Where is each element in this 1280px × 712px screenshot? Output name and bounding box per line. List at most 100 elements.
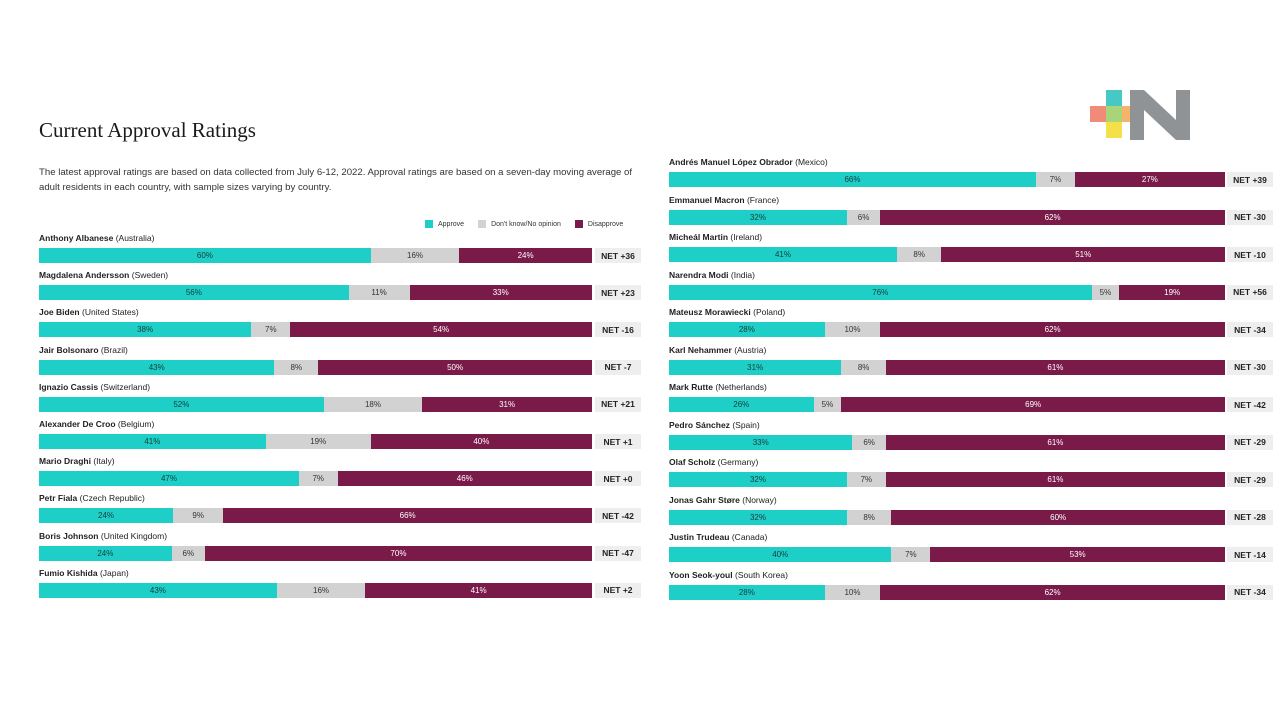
leader-label: Pedro Sánchez (Spain) bbox=[669, 420, 760, 430]
leader-label: Joe Biden (United States) bbox=[39, 307, 139, 317]
bar-segment-neutral: 16% bbox=[370, 248, 460, 263]
legend-swatch-approve bbox=[425, 220, 433, 228]
stacked-bar: 33% 6% 61% bbox=[669, 434, 1225, 450]
stacked-bar: 66% 7% 27% bbox=[669, 172, 1225, 187]
bar-segment-neutral: 7% bbox=[891, 547, 931, 562]
chart-row: Alexander De Croo (Belgium) 41% 19% 40% NET … bbox=[39, 419, 641, 451]
bar-segment-disapprove: 69% bbox=[841, 397, 1225, 412]
bar-segment-neutral: 7% bbox=[1035, 172, 1075, 187]
stacked-bar: 43% 16% 41% bbox=[39, 582, 592, 598]
bar-segment-approve: 52% bbox=[39, 396, 324, 412]
leader-name: Alexander De Croo bbox=[39, 419, 116, 429]
leader-label: Olaf Scholz (Germany) bbox=[669, 457, 758, 467]
stacked-bar: 32% 8% 60% bbox=[669, 509, 1225, 525]
net-rating-label: NET -16 bbox=[595, 322, 641, 338]
leader-country: (Brazil) bbox=[100, 344, 128, 355]
legend-item-approve: Approve bbox=[425, 220, 464, 228]
bar-segment-approve: 76% bbox=[669, 284, 1092, 300]
leader-name: Emmanuel Macron bbox=[669, 194, 745, 205]
leader-name: Jair Bolsonaro bbox=[39, 344, 99, 355]
net-rating-label: NET -30 bbox=[1227, 359, 1273, 375]
bar-segment-disapprove: 51% bbox=[941, 247, 1225, 262]
leader-name: Pedro Sánchez bbox=[669, 419, 730, 430]
leader-label: Fumio Kishida (Japan) bbox=[39, 568, 129, 578]
leader-label: Mateusz Morawiecki (Poland) bbox=[669, 307, 785, 317]
legend-item-neutral: Don't know/No opinion bbox=[478, 220, 561, 228]
leader-name: Karl Nehammer bbox=[669, 344, 732, 355]
bar-segment-disapprove: 62% bbox=[880, 209, 1225, 225]
leader-label: Boris Johnson (United Kingdom) bbox=[39, 531, 167, 541]
leader-name: Andrés Manuel López Obrador bbox=[669, 157, 793, 167]
net-rating-label: NET +1 bbox=[595, 434, 641, 449]
net-rating-label: NET -42 bbox=[595, 508, 641, 524]
legend-swatch-neutral bbox=[478, 220, 487, 228]
chart-row: Mark Rutte (Netherlands) 26% 5% 69% NET -42 bbox=[669, 382, 1273, 414]
net-rating-label: NET +21 bbox=[595, 396, 641, 412]
stacked-bar: 76% 5% 19% bbox=[669, 284, 1225, 300]
bar-segment-neutral: 8% bbox=[841, 359, 886, 375]
chart-row: Emmanuel Macron (France) 32% 6% 62% NET -30 bbox=[669, 195, 1273, 227]
leader-country: (United States) bbox=[82, 307, 139, 318]
logo-text: N bbox=[1160, 135, 1161, 137]
chart-row: Jair Bolsonaro (Brazil) 43% 8% 50% NET -7 bbox=[39, 345, 641, 377]
chart-row: Micheál Martin (Ireland) 41% 8% 51% NET -10 bbox=[669, 232, 1273, 264]
chart-row: Narendra Modi (India) 76% 5% 19% NET +56 bbox=[669, 270, 1273, 302]
chart-row: Mario Draghi (Italy) 47% 7% 46% NET +0 bbox=[39, 456, 641, 488]
leader-country: (Germany) bbox=[717, 457, 759, 467]
stacked-bar: 31% 8% 61% bbox=[669, 359, 1225, 375]
net-rating-label: NET +56 bbox=[1227, 284, 1273, 300]
bar-segment-neutral: 5% bbox=[813, 397, 842, 412]
net-rating-label: NET -7 bbox=[595, 359, 641, 375]
bar-segment-disapprove: 31% bbox=[422, 396, 592, 412]
leader-label: Petr Fiala (Czech Republic) bbox=[39, 493, 145, 503]
bar-segment-disapprove: 61% bbox=[885, 359, 1225, 375]
leader-name: Narendra Modi bbox=[669, 269, 729, 280]
leader-name: Boris Johnson bbox=[39, 530, 99, 541]
chart-row: Boris Johnson (United Kingdom) 24% 6% 70% NE… bbox=[39, 531, 641, 563]
bar-segment-neutral: 19% bbox=[265, 434, 371, 449]
leader-country: (United Kingdom) bbox=[100, 530, 168, 541]
net-rating-label: NET -28 bbox=[1227, 509, 1273, 525]
net-rating-label: NET -29 bbox=[1227, 472, 1273, 487]
stacked-bar: 56% 11% 33% bbox=[39, 285, 592, 301]
bar-segment-approve: 40% bbox=[669, 547, 892, 562]
bar-segment-neutral: 10% bbox=[824, 322, 881, 337]
leader-label: Anthony Albanese (Australia) bbox=[39, 233, 154, 243]
plus-mosaic-n-logo: N bbox=[1090, 90, 1190, 140]
chart-row: Jonas Gahr Støre (Norway) 32% 8% 60% NET -28 bbox=[669, 495, 1273, 527]
bar-segment-disapprove: 66% bbox=[223, 508, 592, 524]
leader-label: Mario Draghi (Italy) bbox=[39, 456, 115, 466]
chart-row: Olaf Scholz (Germany) 32% 7% 61% NET -29 bbox=[669, 457, 1273, 489]
stacked-bar: 26% 5% 69% bbox=[669, 397, 1225, 412]
chart-row: Andrés Manuel López Obrador (Mexico) 66% 7… bbox=[669, 157, 1273, 189]
chart-row: Anthony Albanese (Australia) 60% 16% 24% NET… bbox=[39, 233, 641, 265]
bar-segment-approve: 66% bbox=[669, 172, 1036, 187]
bar-segment-neutral: 8% bbox=[896, 247, 942, 262]
net-rating-label: NET -47 bbox=[595, 545, 641, 561]
chart-legend: Approve Don't know/No opinion Disapprove bbox=[425, 218, 623, 230]
stacked-bar: 52% 18% 31% bbox=[39, 396, 592, 412]
bar-segment-approve: 32% bbox=[669, 472, 847, 487]
bar-segment-disapprove: 50% bbox=[318, 359, 592, 375]
bar-segment-neutral: 6% bbox=[171, 545, 205, 561]
leader-name: Micheál Martin bbox=[669, 232, 729, 242]
bar-segment-neutral: 8% bbox=[274, 359, 319, 375]
leader-country: (Japan) bbox=[99, 567, 129, 578]
leader-label: Ignazio Cassis (Switzerland) bbox=[39, 382, 150, 392]
bar-segment-neutral: 7% bbox=[251, 322, 291, 338]
bar-segment-disapprove: 19% bbox=[1119, 284, 1225, 300]
leader-country: (South Korea) bbox=[734, 569, 788, 580]
chart-row: Magdalena Andersson (Sweden) 56% 11% 33% NET… bbox=[39, 270, 641, 302]
net-rating-label: NET -29 bbox=[1227, 434, 1273, 450]
leader-label: Yoon Seok-youl (South Korea) bbox=[669, 570, 788, 580]
leader-label: Andrés Manuel López Obrador (Mexico) bbox=[669, 157, 828, 167]
leader-country: (Canada) bbox=[731, 532, 768, 542]
leader-country: (Spain) bbox=[732, 419, 760, 430]
leader-label: Justin Trudeau (Canada) bbox=[669, 532, 767, 542]
legend-swatch-disapprove bbox=[574, 220, 583, 228]
bar-segment-approve: 31% bbox=[669, 359, 842, 375]
leader-name: Mark Rutte bbox=[669, 382, 713, 392]
bar-segment-approve: 43% bbox=[39, 359, 275, 375]
bar-segment-approve: 47% bbox=[39, 471, 299, 487]
chart-row: Joe Biden (United States) 38% 7% 54% NET -16 bbox=[39, 307, 641, 339]
